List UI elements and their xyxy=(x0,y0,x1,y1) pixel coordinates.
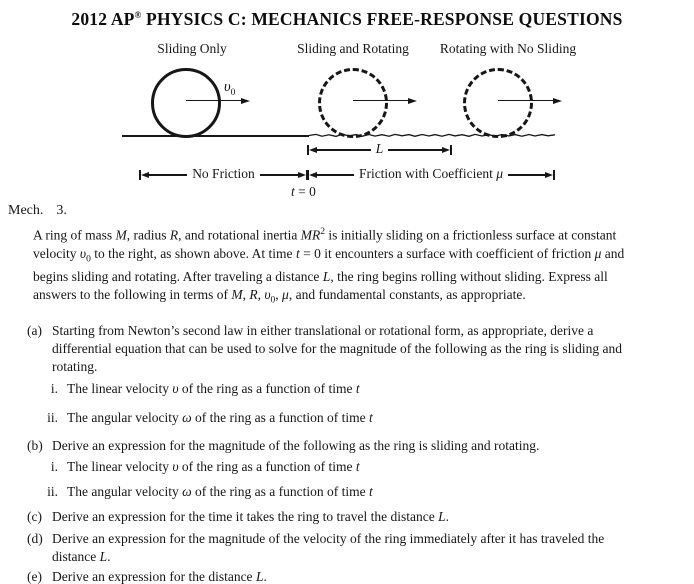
arrow-shaft xyxy=(498,99,553,102)
ring-sliding-rotating-shape xyxy=(318,68,388,138)
dimension-arrow-left xyxy=(140,172,149,178)
subpart-marker: i. xyxy=(50,458,58,474)
velocity-arrow-1 xyxy=(186,96,250,105)
subpart-marker: ii. xyxy=(47,409,58,425)
statement-line: begins sliding and rotating. After trave… xyxy=(33,269,608,285)
part-item-c: (c) Derive an expression for the time it … xyxy=(27,508,686,526)
dimension-line-segment xyxy=(316,149,371,151)
part-item-d: (d) Derive an expression for the magnitud… xyxy=(27,530,686,566)
problem-parts-list: (a) Starting from Newton’s second law in … xyxy=(0,322,694,584)
dimension-line-segment xyxy=(508,174,546,176)
distance-label: L xyxy=(375,141,384,156)
part-line: Derive an expression for the magnitude o… xyxy=(52,437,540,453)
friction-surface-line xyxy=(309,133,555,138)
ring-rolling-shape xyxy=(463,68,533,138)
subpart-text: The linear velocity υ of the ring as a f… xyxy=(67,458,360,474)
figure-label-sliding-and-rotating: Sliding and Rotating xyxy=(297,41,409,56)
dimension-arrow-left xyxy=(308,147,317,153)
dimension-tick xyxy=(553,170,556,180)
dimension-line-segment xyxy=(259,174,299,176)
arrow-shaft xyxy=(186,99,241,102)
dimension-arrow-right xyxy=(545,172,554,178)
part-line: Derive an expression for the magnitude o… xyxy=(52,530,605,546)
no-friction-dimension: No Friction xyxy=(139,166,308,181)
dimension-arrow-right xyxy=(298,172,307,178)
no-friction-label: No Friction xyxy=(192,166,255,181)
part-line: Derive an expression for the time it tak… xyxy=(52,508,450,524)
problem-number: 3. xyxy=(56,203,67,218)
page-title: 2012 AP® PHYSICS C: MECHANICS FREE-RESPO… xyxy=(71,9,623,29)
figure-label-rotating-no-sliding: Rotating with No Sliding xyxy=(439,41,577,56)
velocity-arrow-3 xyxy=(498,96,562,105)
statement-line: A ring of mass M, radius R, and rotation… xyxy=(33,227,617,243)
time-zero-label: t = 0 xyxy=(291,184,316,199)
subpart-text: The angular velocity ω of the ring as a … xyxy=(67,409,373,425)
part-line: distance L. xyxy=(52,548,111,564)
dimension-arrow-left xyxy=(308,172,317,178)
part-line: Derive an expression for the distance L. xyxy=(52,568,267,584)
subpart-item: ii. The angular velocity ω of the ring as… xyxy=(34,409,686,427)
arrow-head xyxy=(408,97,417,104)
problem-heading-label: Mech. xyxy=(8,203,44,218)
dimension-tick xyxy=(450,145,453,155)
frictionless-surface-line xyxy=(122,135,309,137)
part-marker: (d) xyxy=(27,530,43,546)
subpart-text: The linear velocity υ of the ring as a f… xyxy=(67,380,360,396)
subpart-marker: ii. xyxy=(47,483,58,499)
part-line: rotating. xyxy=(52,358,98,374)
part-line: Starting from Newton’s second law in eit… xyxy=(52,322,594,338)
part-item-e: (e) Derive an expression for the distance… xyxy=(27,568,686,584)
dimension-arrow-right xyxy=(442,147,451,153)
dimension-line-segment xyxy=(316,174,354,176)
arrow-shaft xyxy=(353,99,408,102)
subpart-item: ii. The angular velocity ω of the ring as… xyxy=(34,483,686,501)
problem-figure: Sliding Only Sliding and Rotating Rotati… xyxy=(0,30,694,199)
statement-line: answers to the following in terms of M, … xyxy=(33,287,526,306)
part-text: Derive an expression for the magnitude o… xyxy=(52,530,604,566)
part-text: Derive an expression for the magnitude o… xyxy=(52,437,539,455)
velocity-arrow-2 xyxy=(353,96,417,105)
part-marker: (a) xyxy=(27,322,42,338)
dimension-tick xyxy=(139,170,141,180)
part-item-b: (b) Derive an expression for the magnitud… xyxy=(27,437,686,455)
initial-velocity-label: υ0 xyxy=(224,79,236,98)
arrow-head xyxy=(241,97,250,104)
part-text: Starting from Newton’s second law in eit… xyxy=(52,322,622,376)
arrow-head xyxy=(553,97,562,104)
dimension-tick xyxy=(307,170,309,180)
part-text: Derive an expression for the time it tak… xyxy=(52,508,449,526)
subpart-text: The angular velocity ω of the ring as a … xyxy=(67,483,373,499)
friction-coefficient-label: Friction with Coefficient μ xyxy=(358,166,504,181)
statement-line: velocity υ0 to the right, as shown above… xyxy=(33,245,625,265)
ring-sliding-only-shape xyxy=(151,68,221,138)
friction-dimension: Friction with Coefficient μ xyxy=(307,166,556,181)
part-marker: (c) xyxy=(27,508,42,524)
problem-heading: Mech. 3. xyxy=(8,202,694,220)
subpart-item: i. The linear velocity υ of the ring as a… xyxy=(34,458,686,476)
dimension-tick xyxy=(307,145,309,155)
part-marker: (b) xyxy=(27,437,43,453)
dimension-line-segment xyxy=(148,174,188,176)
part-item-a: (a) Starting from Newton’s second law in … xyxy=(27,322,686,376)
part-text: Derive an expression for the distance L. xyxy=(52,568,267,584)
problem-statement: A ring of mass M, radius R, and rotation… xyxy=(33,223,686,310)
part-marker: (e) xyxy=(27,568,42,584)
figure-label-sliding-only: Sliding Only xyxy=(157,41,227,56)
subpart-item: i. The linear velocity υ of the ring as a… xyxy=(34,380,686,398)
distance-L-dimension: L xyxy=(307,141,453,156)
subpart-marker: i. xyxy=(50,380,58,396)
dimension-line-segment xyxy=(388,149,443,151)
part-line: differential equation that can be used t… xyxy=(52,340,622,356)
